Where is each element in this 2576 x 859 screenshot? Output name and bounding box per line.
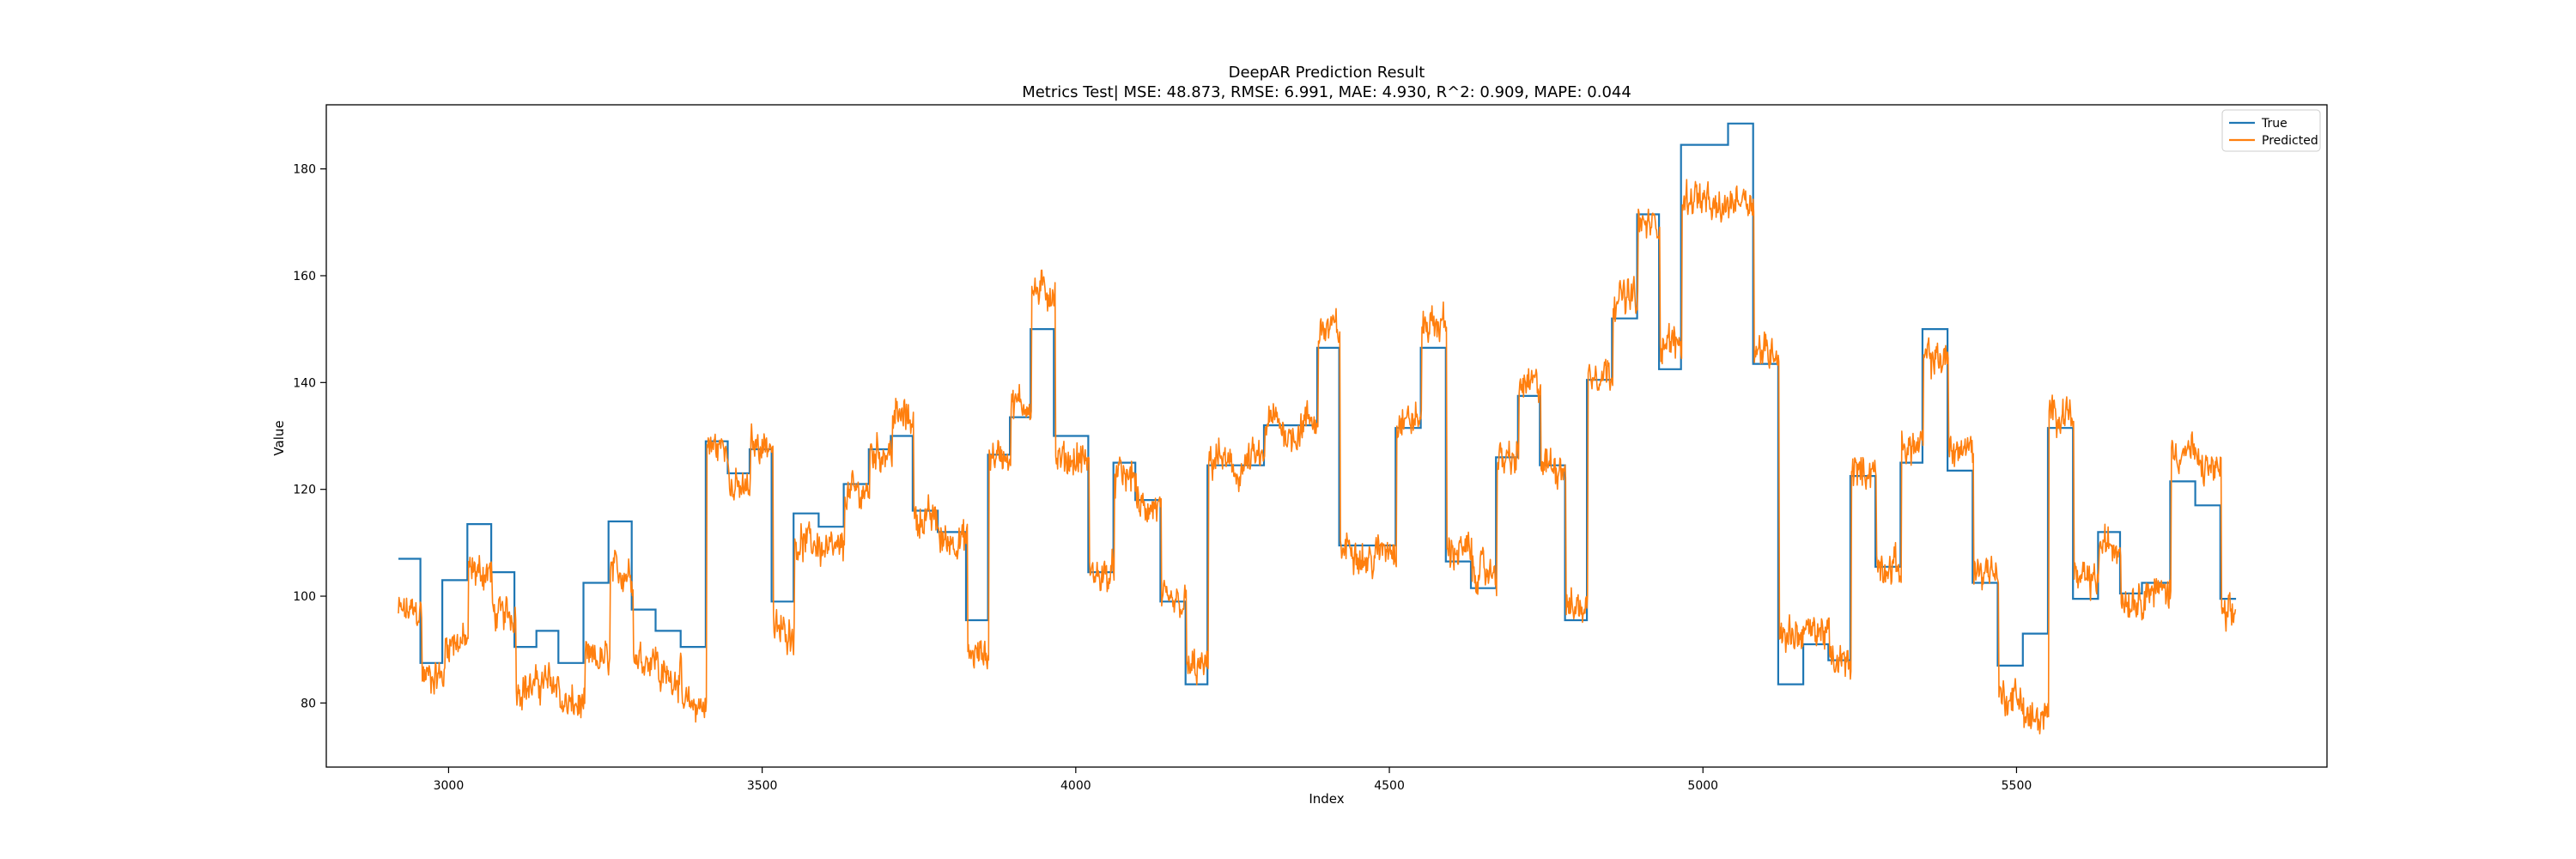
x-tick-label: 5000	[1687, 779, 1718, 793]
plot-area: 3000 3500 4000 4500 5000 5500 80 100 120 140 160 18…	[293, 104, 2328, 793]
chart-subtitle: Metrics Test| MSE: 48.873, RMSE: 6.991, …	[1022, 83, 1631, 101]
x-tick-label: 3500	[747, 779, 778, 793]
y-tick-label: 120	[293, 484, 316, 497]
legend: True Predicted	[2221, 109, 2321, 152]
y-tick-label: 140	[293, 376, 316, 390]
x-tick-label: 3000	[434, 779, 465, 793]
legend-label: Predicted	[2262, 134, 2318, 148]
x-tick-label: 5500	[2002, 779, 2032, 793]
y-tick-label: 100	[293, 590, 316, 604]
plot-frame	[325, 104, 2328, 768]
x-tick-label: 4000	[1060, 779, 1091, 793]
x-tick-label: 4500	[1374, 779, 1405, 793]
y-tick-label: 160	[293, 270, 316, 283]
y-axis-label: Value	[271, 420, 287, 455]
series-true-line	[398, 122, 2237, 685]
series-predicted-line	[398, 179, 2237, 734]
y-tick-label: 80	[301, 697, 316, 710]
chart-title: DeepAR Prediction Result	[1229, 64, 1425, 82]
x-axis-label: Index	[1309, 791, 1344, 807]
y-tick-label: 180	[293, 163, 316, 177]
legend-label: True	[2261, 117, 2287, 131]
